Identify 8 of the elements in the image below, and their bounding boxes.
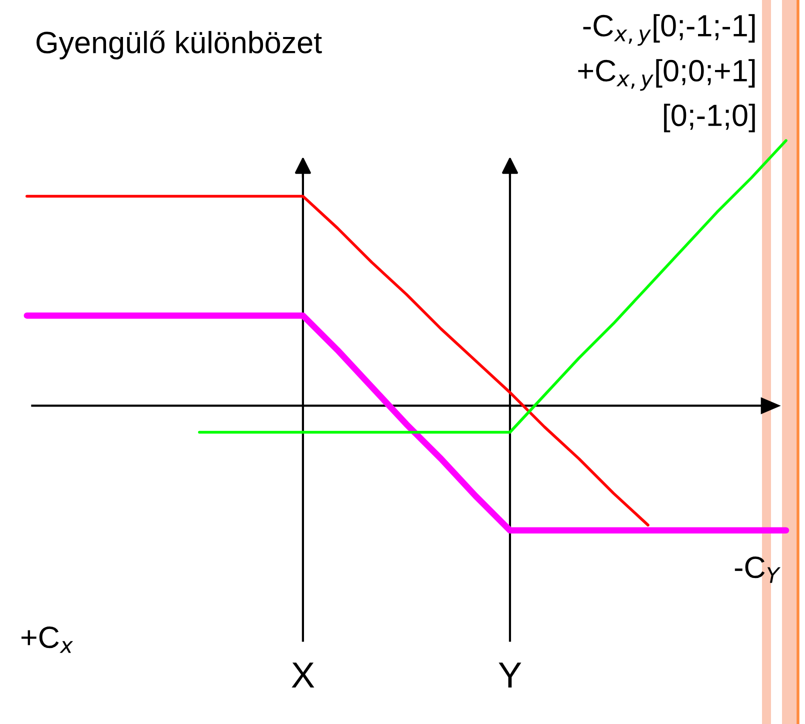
text: +C$_{x,y}$[0;0;+1] [578,59,755,91]
x-tick-label: Y [498,662,522,688]
text: -C$_{x,y}$[0;-1;-1] [583,14,755,46]
chart-title: Gyengülő különbözet [36,30,322,60]
x-tick-label: X [292,662,314,688]
text: [0;-1;0] [664,104,755,132]
text: -C$_{Y}$ [734,556,781,583]
text: +C$_{x}$ [21,626,74,653]
